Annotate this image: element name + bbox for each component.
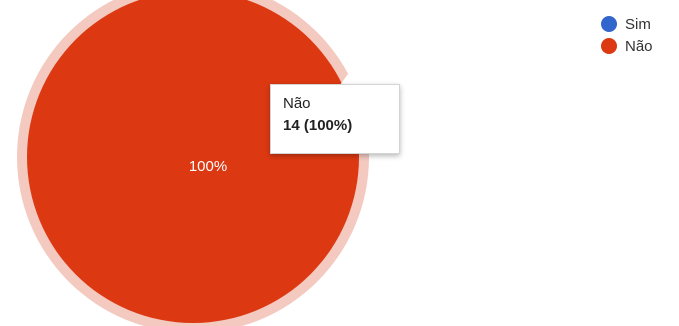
pie-slice-nao[interactable]: [27, 0, 359, 323]
legend-item-nao[interactable]: Não: [601, 35, 653, 57]
legend: Sim Não: [601, 13, 653, 57]
tooltip-category: Não: [283, 95, 311, 112]
legend-swatch-nao: [601, 38, 617, 54]
legend-label: Sim: [625, 15, 651, 33]
tooltip: Não 14 (100%): [270, 84, 400, 154]
pie-slice-label: 100%: [189, 158, 227, 175]
tooltip-value: 14 (100%): [283, 117, 353, 134]
tooltip-pointer: [340, 74, 356, 85]
legend-swatch-sim: [601, 16, 617, 32]
legend-label: Não: [625, 37, 653, 55]
legend-item-sim[interactable]: Sim: [601, 13, 653, 35]
